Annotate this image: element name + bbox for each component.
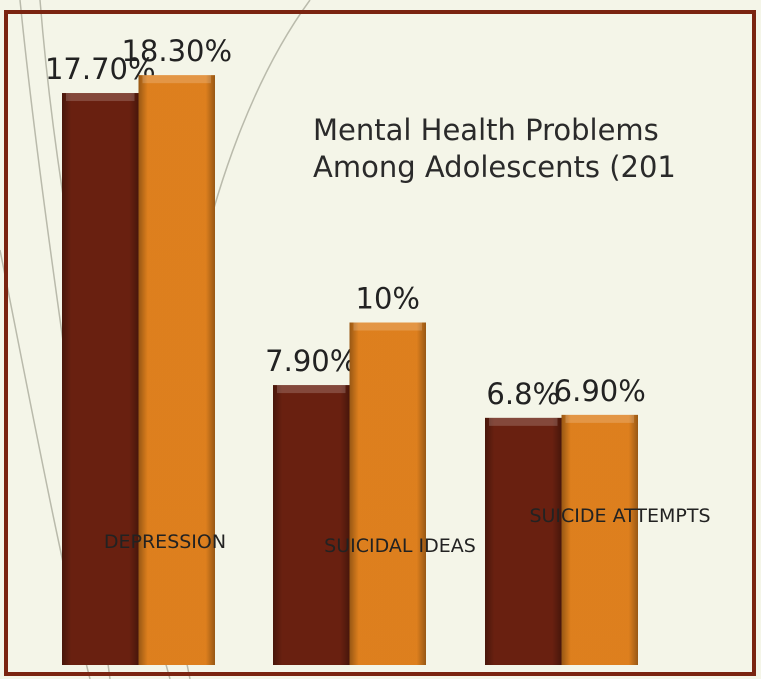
- data-label: 18.30%: [121, 34, 232, 68]
- slide: 17.70%7.90%6.8%18.30%10%6.90%DEPRESSIONS…: [0, 0, 761, 679]
- category-label: DEPRESSION: [104, 531, 226, 553]
- bar-shade: [485, 418, 562, 665]
- chart: 17.70%7.90%6.8%18.30%10%6.90%DEPRESSIONS…: [0, 0, 761, 679]
- bar-top: [354, 323, 423, 331]
- data-label: 7.90%: [265, 344, 357, 378]
- data-label: 6.8%: [486, 377, 560, 411]
- data-label: 6.90%: [554, 374, 646, 408]
- bar-shade: [562, 415, 639, 665]
- data-label: 10%: [356, 282, 420, 316]
- category-label: SUICIDE ATTEMPTS: [529, 505, 710, 527]
- bar-top: [489, 418, 558, 426]
- bar-top: [66, 93, 135, 101]
- bar-top: [143, 75, 212, 83]
- bar-shade: [139, 75, 216, 665]
- bar-top: [277, 385, 346, 393]
- bar-shade: [62, 93, 139, 665]
- category-label: SUICIDAL IDEAS: [324, 535, 476, 557]
- bar-shade: [350, 323, 427, 666]
- chart-title: Mental Health Problems Among Adolescents…: [313, 112, 753, 186]
- bar-top: [566, 415, 635, 423]
- bar-shade: [273, 385, 350, 665]
